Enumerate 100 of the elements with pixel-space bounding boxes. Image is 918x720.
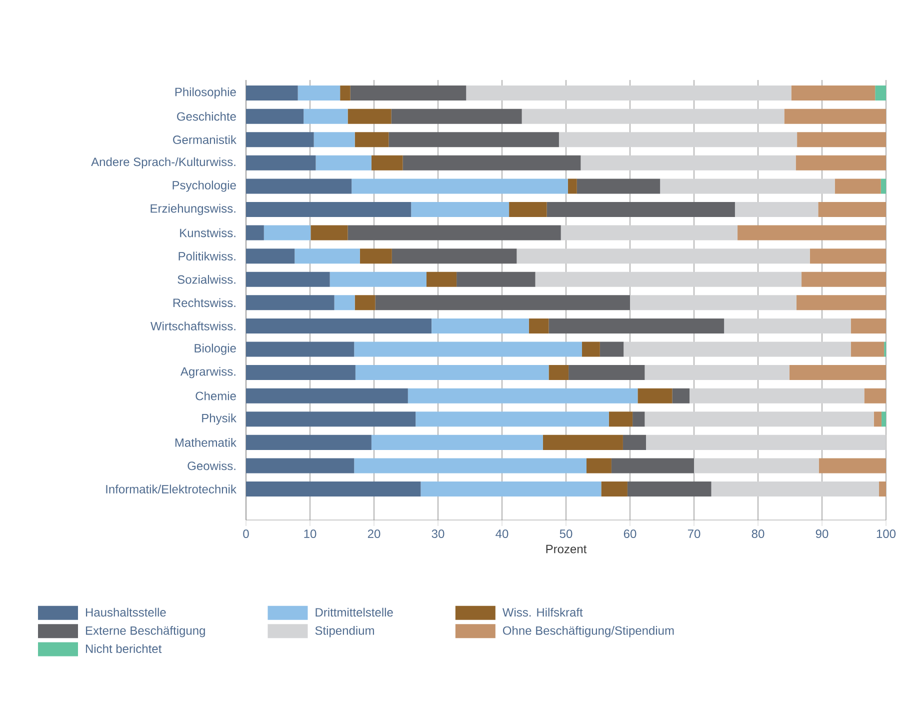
bar [548, 365, 569, 380]
bar [646, 434, 886, 450]
y-tick-label: Wirtschaftswiss. [150, 322, 236, 330]
bar [246, 225, 264, 240]
bar [724, 318, 851, 334]
bar [601, 482, 628, 497]
bar [246, 202, 412, 218]
bar [627, 482, 712, 497]
y-tick-label: Agrarwiss. [180, 366, 236, 378]
legend-label: Haushaltsstelle [86, 608, 166, 617]
bar [789, 365, 886, 380]
bar [802, 272, 886, 287]
bar [392, 248, 517, 264]
bar [874, 412, 882, 427]
bar [371, 155, 403, 170]
bar [348, 225, 561, 240]
bar [632, 412, 645, 427]
bar [535, 272, 802, 287]
y-tick-label: Mathematik [175, 438, 236, 447]
y-tick-label: Philosophie [175, 87, 236, 99]
bar [354, 295, 376, 310]
bar [818, 458, 886, 474]
y-tick-label: Geowiss. [188, 461, 236, 470]
bar [416, 412, 609, 427]
bar [371, 434, 543, 450]
bar [316, 155, 372, 170]
legend-label: Externe Beschäftigung [86, 626, 205, 638]
bar [810, 248, 886, 264]
bar [246, 108, 304, 124]
bar [644, 412, 874, 427]
bar [350, 86, 466, 101]
bar [882, 412, 886, 427]
bar [334, 295, 355, 310]
bar [690, 388, 864, 404]
bar [354, 132, 389, 148]
y-tick-label: Physik [202, 414, 236, 425]
bar [509, 202, 547, 218]
legend-label: Stipendium [315, 626, 374, 638]
y-tick-label: Geschichte [177, 112, 236, 121]
x-tick-label: 80 [752, 530, 764, 538]
y-tick-label: Informatik/Elektrotechnik [106, 484, 236, 494]
bar [408, 388, 638, 404]
bar [638, 388, 672, 404]
bar [611, 458, 694, 474]
bar [734, 202, 818, 218]
bar [314, 132, 355, 148]
y-tick-label: Sozialwiss. [178, 274, 236, 284]
bar [850, 318, 886, 334]
bar [360, 248, 392, 264]
bar [466, 86, 792, 101]
bar [456, 272, 536, 287]
y-tick-label: Rechtswiss. [173, 298, 236, 308]
bar [630, 295, 796, 310]
bar [880, 178, 886, 194]
bar [558, 132, 798, 148]
x-axis-title: Prozent [546, 544, 587, 554]
bar [352, 178, 568, 194]
x-tick-label: 10 [304, 530, 316, 538]
y-tick-label: Erziehungswiss. [150, 204, 236, 216]
bar [542, 434, 623, 450]
bar [432, 318, 529, 334]
bar [246, 318, 432, 334]
bar [348, 108, 392, 124]
x-tick-label: 20 [368, 530, 380, 538]
bar [568, 365, 645, 380]
bar [388, 132, 559, 148]
bar [644, 365, 790, 380]
bar [246, 86, 298, 101]
bar [580, 155, 796, 170]
bar [568, 178, 577, 194]
bar [796, 155, 886, 170]
bar [516, 248, 810, 264]
legend-label: Nicht berichtet [86, 644, 162, 653]
y-tick-label: Psychologie [172, 180, 236, 192]
bar [246, 458, 354, 474]
x-tick-label: 30 [432, 530, 444, 538]
y-tick-label: Biologie [194, 344, 236, 355]
bar [560, 225, 738, 240]
y-tick-label: Kunstwiss. [180, 228, 236, 238]
bar [600, 342, 624, 357]
bar [354, 458, 586, 474]
y-tick-label: Chemie [196, 391, 236, 400]
bar [622, 434, 646, 450]
bar [391, 108, 522, 124]
x-tick-label: 60 [624, 530, 636, 538]
bar [528, 318, 549, 334]
bar [797, 132, 886, 148]
bar [420, 482, 602, 497]
bar [624, 342, 851, 357]
bar [246, 342, 354, 357]
bar [878, 482, 886, 497]
bar [246, 132, 314, 148]
bar [864, 388, 886, 404]
bar [875, 86, 886, 101]
bar [850, 342, 884, 357]
bar [246, 295, 334, 310]
bar [586, 458, 612, 474]
bar [546, 202, 735, 218]
bar [576, 178, 660, 194]
bar [246, 155, 316, 170]
